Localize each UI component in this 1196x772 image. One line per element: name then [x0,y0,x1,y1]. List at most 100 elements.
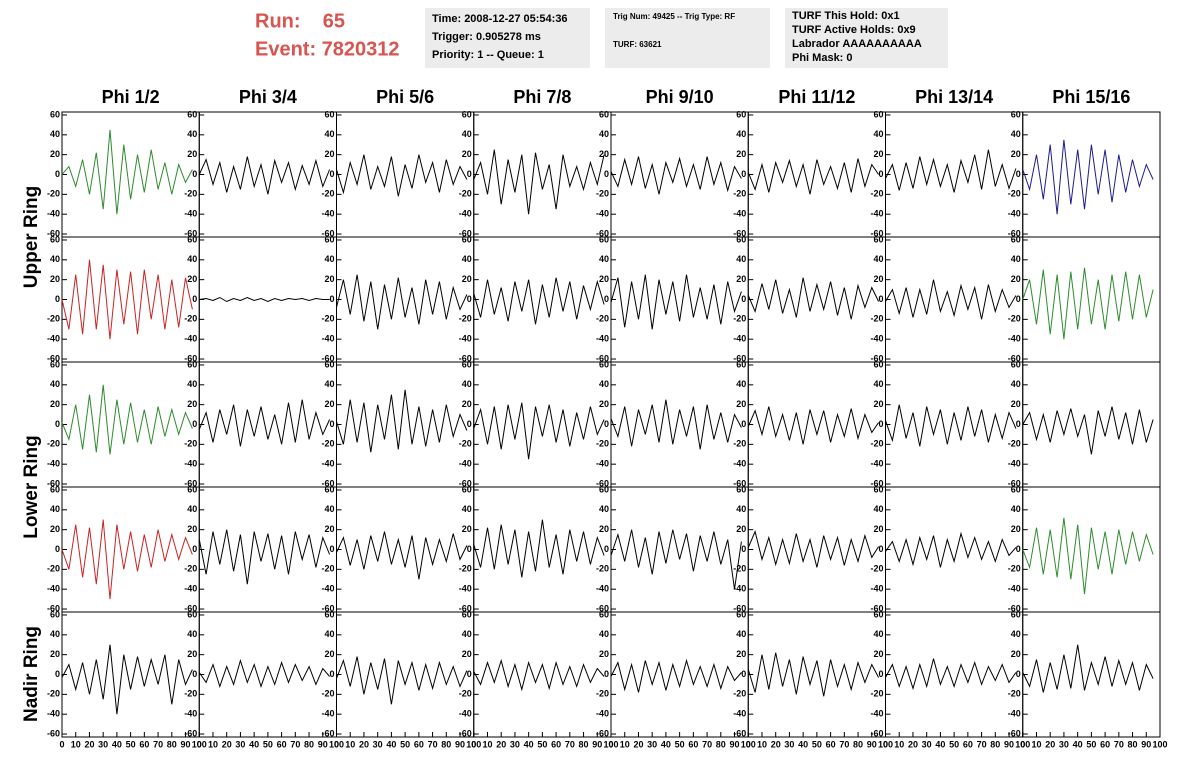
y-tick-label: 20 [1011,649,1021,659]
y-tick-label: -20 [596,564,609,574]
y-tick-label: -60 [47,728,60,738]
y-tick-label: 40 [324,629,334,639]
panel-frame [747,236,886,363]
panel-frame [610,111,749,238]
y-tick-label: 20 [736,524,746,534]
y-tick-label: 60 [1011,484,1021,494]
y-tick-label: -60 [321,728,334,738]
panel-frame [198,111,337,238]
y-tick-label: 40 [50,504,60,514]
y-tick-label: -20 [1008,564,1021,574]
y-tick-label: -60 [596,228,609,238]
y-tick-label: -40 [1008,709,1021,719]
x-tick-label: 10 [757,739,767,749]
x-tick-label: 0 [1020,739,1025,749]
y-tick-label: 20 [599,524,609,534]
x-tick-label: 10 [345,739,355,749]
panel-frame [336,611,475,738]
waveform [336,389,468,453]
info-text: Time: 2008-12-27 05:54:36 [432,13,568,25]
y-tick-label: 60 [873,234,883,244]
y-tick-label: 60 [187,609,197,619]
y-tick-label: 40 [462,379,472,389]
panel-frame [473,236,612,363]
x-tick-label: 80 [167,739,177,749]
panel-frame [61,611,200,738]
panel-frame [885,361,1024,488]
y-tick-label: 40 [187,504,197,514]
y-tick-label: 60 [1011,359,1021,369]
info-text: TURF Active Holds: 0x9 [792,24,916,36]
y-tick-label: -20 [321,439,334,449]
x-tick-label: 100 [466,739,481,749]
panel-frame [1022,111,1161,238]
y-tick-label: -20 [733,564,746,574]
y-tick-label: -20 [733,689,746,699]
y-tick-label: 20 [873,524,883,534]
x-tick-label: 60 [688,739,698,749]
y-tick-label: -20 [1008,189,1021,199]
y-tick-label: 40 [462,129,472,139]
y-tick-label: 60 [462,609,472,619]
x-tick-label: 70 [153,739,163,749]
y-tick-label: 0 [741,669,746,679]
x-tick-label: 30 [922,739,932,749]
y-tick-label: 20 [50,524,60,534]
x-tick-label: 60 [277,739,287,749]
y-tick-label: 60 [50,109,60,119]
y-tick-label: 40 [187,379,197,389]
y-tick-label: -40 [733,584,746,594]
y-tick-label: 0 [55,169,60,179]
y-tick-label: 40 [599,129,609,139]
y-tick-label: -20 [184,189,197,199]
y-tick-label: -20 [870,189,883,199]
x-tick-label: 0 [883,739,888,749]
x-tick-label: 30 [98,739,108,749]
y-tick-label: 0 [467,294,472,304]
panel-frame [61,361,200,488]
panel-frame [198,486,337,613]
waveform [885,149,1017,193]
y-tick-label: 60 [599,609,609,619]
y-tick-label: -60 [459,478,472,488]
column-title: Phi 15/16 [1052,87,1130,107]
y-tick-label: 40 [599,504,609,514]
y-tick-label: -40 [733,709,746,719]
y-tick-label: -20 [459,689,472,699]
y-tick-label: 40 [1011,504,1021,514]
y-tick-label: -40 [184,584,197,594]
y-tick-label: 60 [50,234,60,244]
y-tick-label: 20 [462,399,472,409]
waveform [610,658,742,693]
y-tick-label: -60 [459,353,472,363]
y-tick-label: -20 [47,689,60,699]
y-tick-label: 40 [873,254,883,264]
x-tick-label: 60 [414,739,424,749]
y-tick-label: 40 [187,629,197,639]
x-tick-label: 100 [1152,739,1167,749]
y-tick-label: 0 [329,419,334,429]
y-tick-label: -40 [1008,459,1021,469]
waveform [747,277,880,320]
y-tick-label: -20 [184,314,197,324]
y-tick-label: 60 [462,359,472,369]
x-tick-label: 100 [192,739,207,749]
y-tick-label: 60 [736,359,746,369]
y-tick-label: -40 [47,334,60,344]
y-tick-label: -60 [47,353,60,363]
y-tick-label: -20 [1008,689,1021,699]
y-tick-label: -40 [1008,334,1021,344]
waveform [198,529,331,585]
y-tick-label: -60 [184,603,197,613]
y-tick-label: -60 [733,353,746,363]
panel-frame [473,486,612,613]
y-tick-label: 40 [187,254,197,264]
panel-frame [610,361,749,488]
panel-frame [747,111,886,238]
panel-frame [198,611,337,738]
info-box [785,8,948,68]
y-tick-label: 20 [736,649,746,659]
y-tick-label: 40 [599,629,609,639]
y-tick-label: 0 [878,169,883,179]
info-text: Phi Mask: 0 [792,52,853,64]
